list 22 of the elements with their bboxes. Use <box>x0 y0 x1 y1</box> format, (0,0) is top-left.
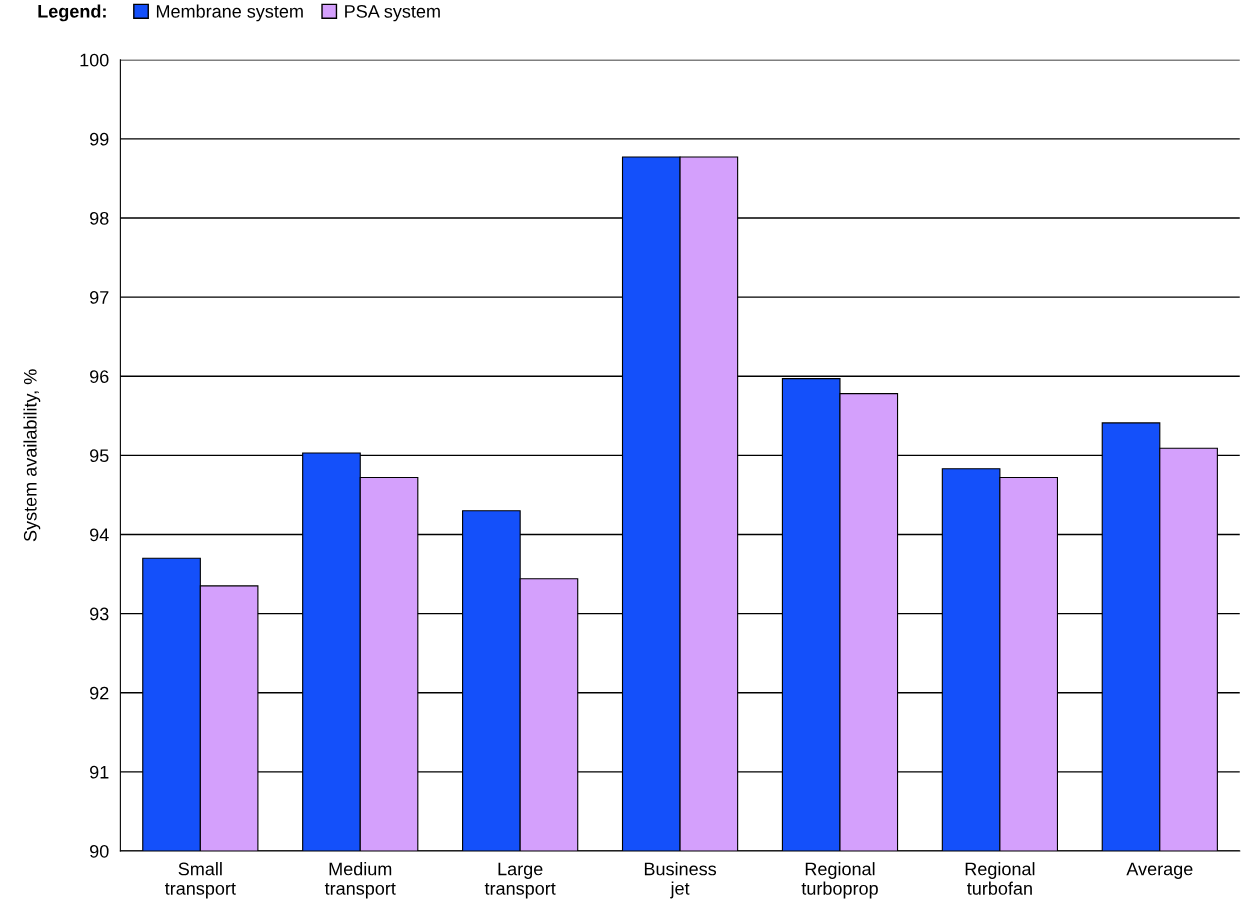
y-tick-label: 95 <box>90 449 109 463</box>
x-tick-label: Regional turbofan <box>965 862 1035 895</box>
x-tick-label: Regional turboprop <box>801 862 878 899</box>
x-tick-label: Business jet <box>644 862 717 899</box>
y-tick-label: 92 <box>90 686 109 700</box>
x-tick-label: Small transport <box>164 862 236 899</box>
y-tick-label: 90 <box>90 844 109 858</box>
y-tick-label: 93 <box>90 607 109 621</box>
y-tick-label: 96 <box>90 370 109 383</box>
y-tick-label: 94 <box>90 528 109 542</box>
y-tick-label: 97 <box>90 291 109 304</box>
y-axis-title: System availability, % <box>23 369 41 542</box>
y-tick-label: 91 <box>90 765 109 779</box>
y-tick-label: 100 <box>80 53 109 67</box>
x-tick-label: Large transport <box>484 862 556 899</box>
x-tick-label: Average <box>1126 862 1193 879</box>
x-tick-label: Medium transport <box>324 862 396 899</box>
y-tick-label: 98 <box>90 211 109 225</box>
legend-label: PSA system <box>345 4 440 22</box>
legend-label: Membrane system <box>156 4 303 22</box>
legend-title: Legend: <box>38 4 106 22</box>
y-tick-label: 99 <box>90 132 109 146</box>
